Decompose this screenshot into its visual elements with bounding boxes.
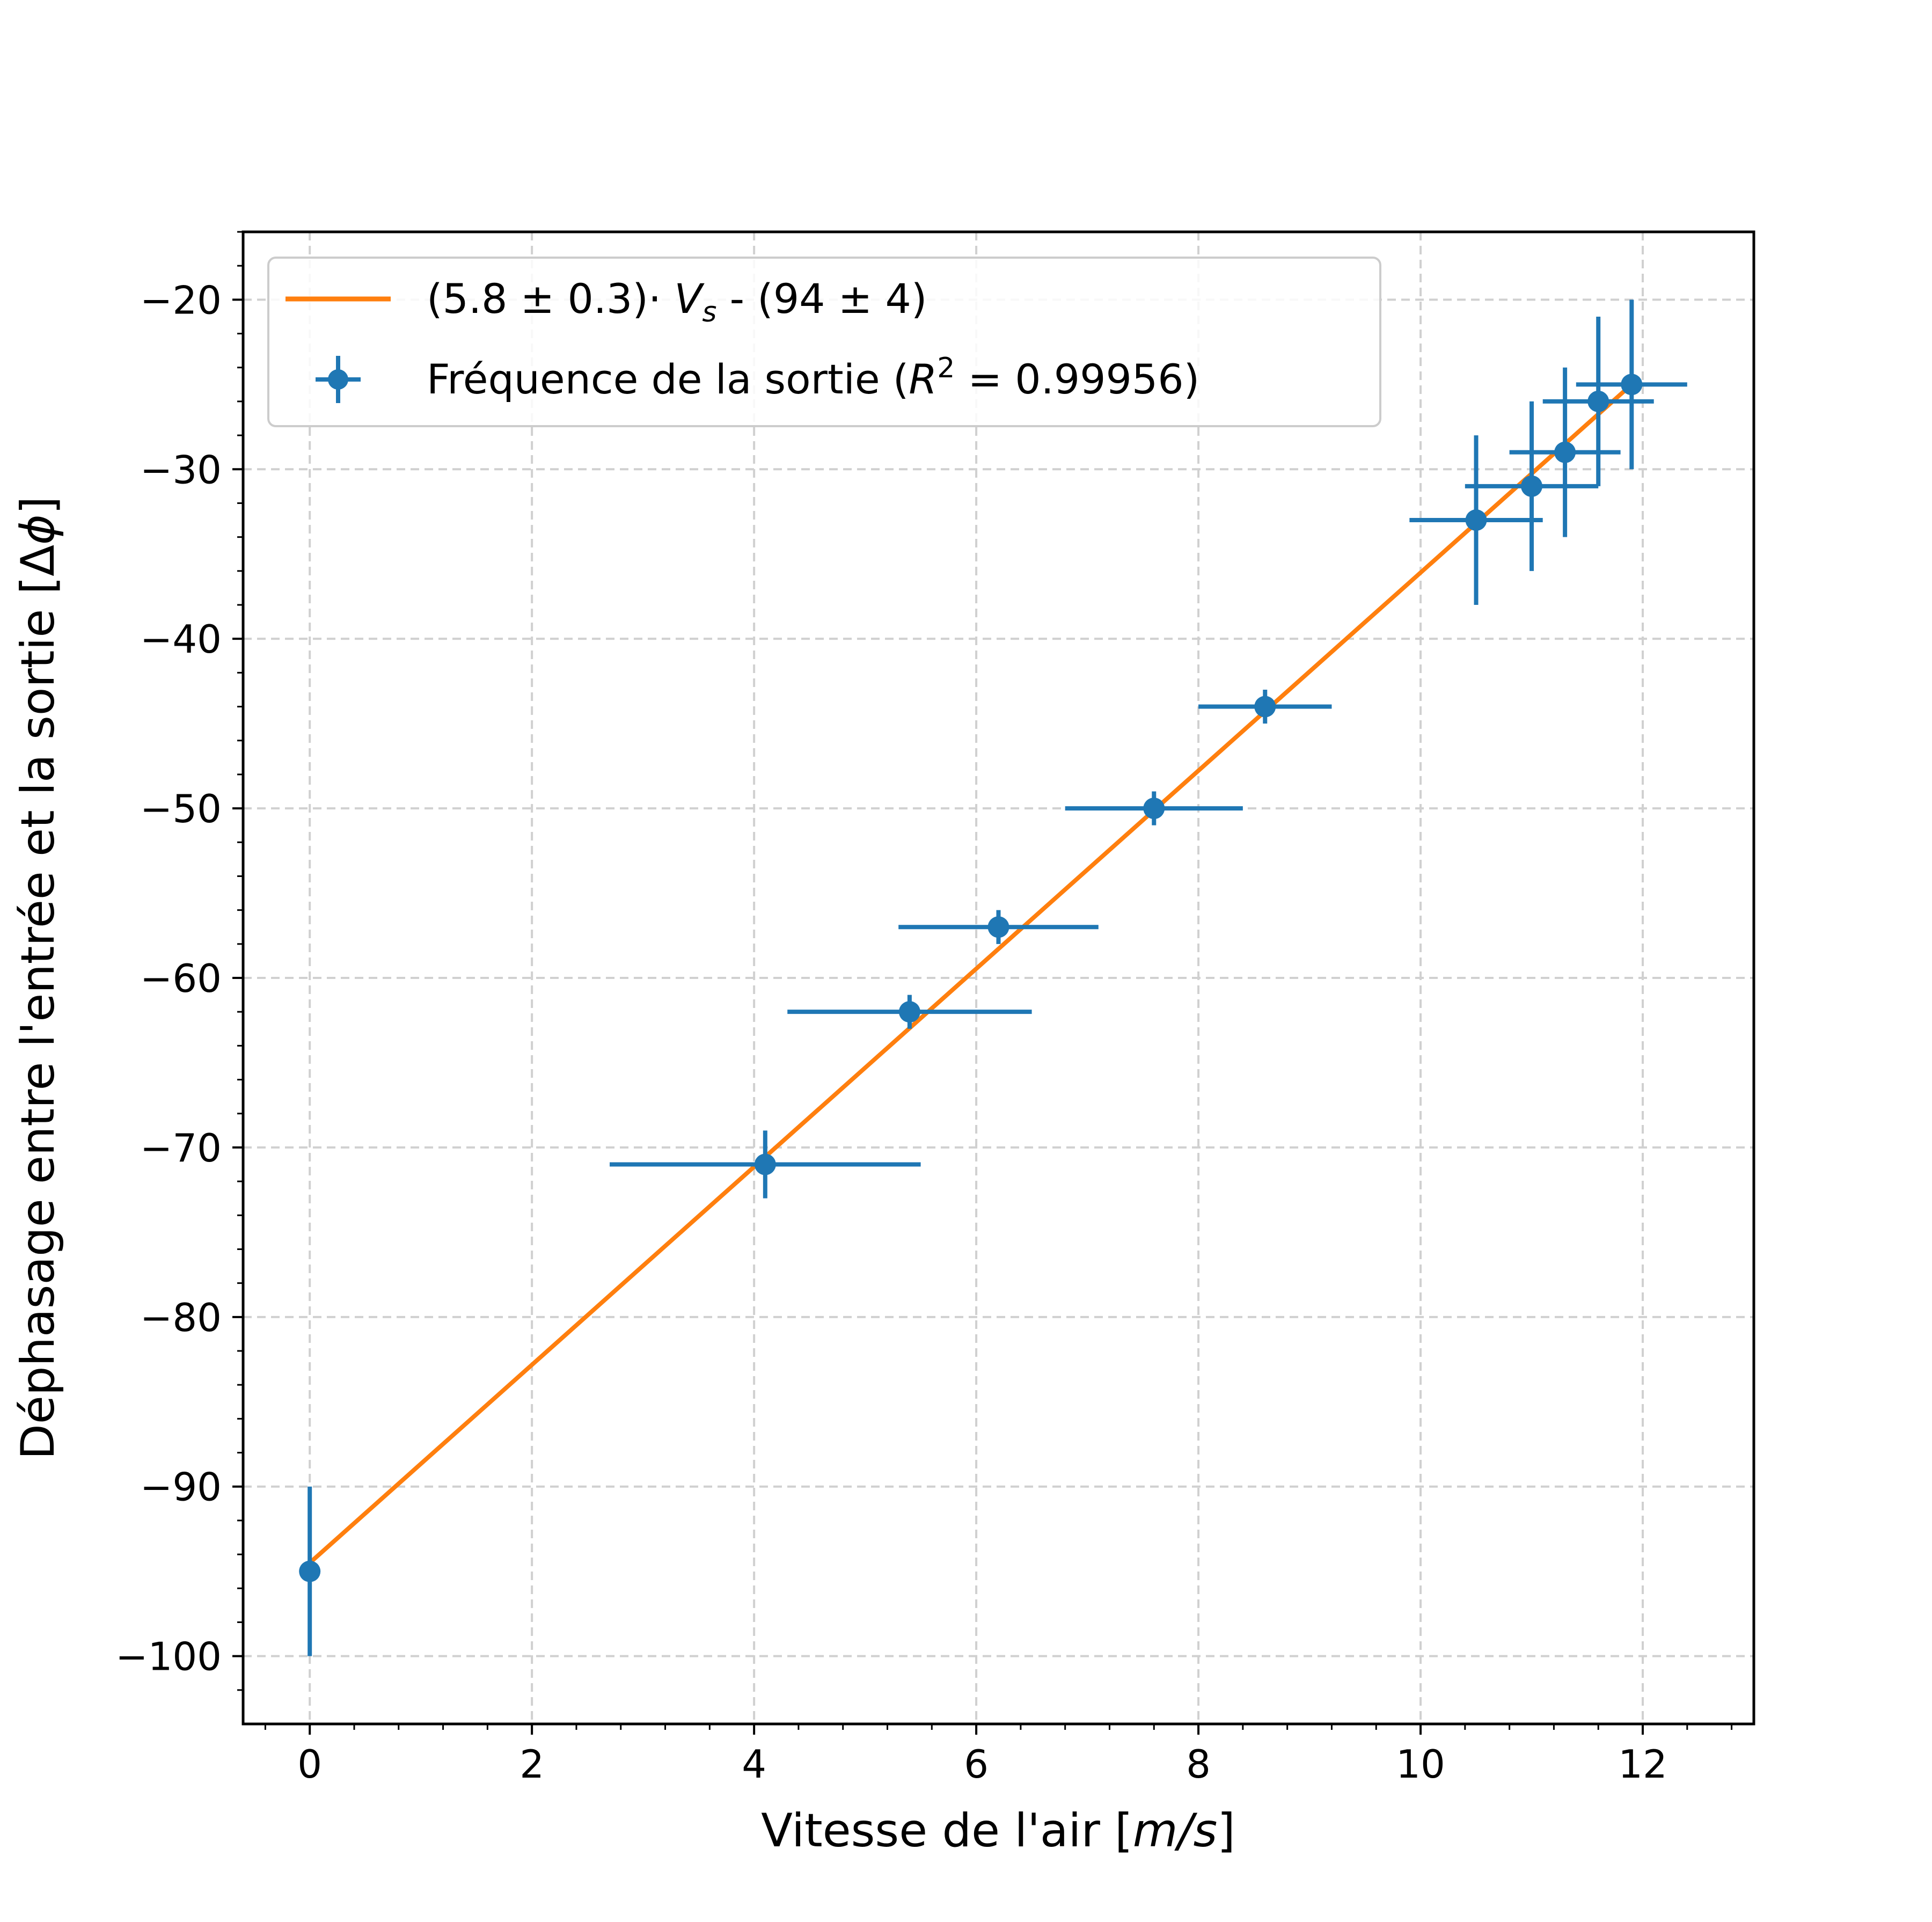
- y-tick-label: −100: [115, 1634, 222, 1679]
- data-point: [1587, 390, 1609, 412]
- x-tick-label: 6: [964, 1742, 989, 1787]
- data-point-group: [898, 910, 1099, 944]
- data-point: [1621, 374, 1643, 396]
- data-point: [1143, 798, 1165, 820]
- x-tick-label: 10: [1396, 1742, 1445, 1787]
- plot-frame: [241, 230, 1755, 1726]
- data-point: [1254, 696, 1276, 718]
- y-tick-label: −90: [140, 1465, 222, 1510]
- data-point-group: [1198, 689, 1332, 724]
- y-tick-label: −30: [140, 447, 222, 492]
- data-point-group: [299, 1486, 321, 1656]
- x-tick-label: 8: [1186, 1742, 1211, 1787]
- x-tick-label: 12: [1618, 1742, 1667, 1787]
- data-point-group: [1576, 299, 1687, 470]
- tick-labels: 0 2 4 6 8 10 12 −100 −90 −80 −70 −60 −50 −40 −30 −20: [115, 277, 1667, 1787]
- data-point: [754, 1153, 776, 1175]
- y-tick-label: −70: [140, 1126, 222, 1171]
- fit-line: [308, 383, 1633, 1565]
- x-tick-label: 4: [742, 1742, 766, 1787]
- data-point-group: [1542, 316, 1654, 486]
- y-axis-title: Déphasage entre l'entrée et la sortie [Δ…: [11, 496, 65, 1460]
- data-point-group: [610, 1130, 921, 1198]
- data-point-group: [1465, 401, 1599, 571]
- data-point: [1554, 441, 1576, 463]
- grid: [243, 232, 1754, 1724]
- legend-data-swatch: [316, 356, 361, 403]
- legend-box: [267, 257, 1381, 427]
- x-axis-title: Vitesse de l'air [m/s]: [761, 1804, 1235, 1858]
- data-point: [1465, 509, 1487, 531]
- legend: (5.8 ± 0.3)· Vs - (94 ± 4) Fréquence de …: [267, 257, 1381, 427]
- x-tick-label: 2: [519, 1742, 544, 1787]
- data-point-group: [787, 995, 1032, 1029]
- legend-fit-label: (5.8 ± 0.3)· Vs - (94 ± 4): [427, 275, 927, 328]
- y-tick-label: −40: [140, 617, 222, 662]
- y-tick-label: −80: [140, 1295, 222, 1340]
- x-tick-label: 0: [297, 1742, 322, 1787]
- data-point: [987, 916, 1009, 938]
- data-point-group: [1409, 435, 1543, 605]
- data-point-group: [1065, 791, 1243, 825]
- major-ticks: [232, 298, 1644, 1735]
- data-point: [299, 1560, 321, 1582]
- y-tick-label: −20: [140, 277, 222, 323]
- errorbar-series: [299, 299, 1687, 1656]
- data-point: [1521, 475, 1543, 497]
- fit-line-series: [308, 383, 1633, 1565]
- data-point-group: [1509, 367, 1621, 537]
- data-point: [898, 1001, 920, 1023]
- legend-data-label: Fréquence de la sortie (R2 = 0.99956): [427, 352, 1199, 403]
- y-tick-label: −60: [140, 956, 222, 1001]
- y-tick-label: −50: [140, 786, 222, 831]
